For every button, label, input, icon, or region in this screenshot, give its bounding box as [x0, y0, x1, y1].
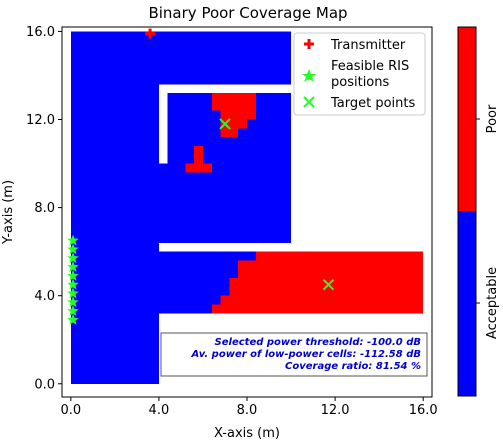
acceptable-region — [70, 31, 159, 314]
poor-cell — [211, 304, 424, 314]
colorbar-frame — [457, 26, 477, 397]
legend-label-ris-line2: positions — [331, 75, 389, 90]
x-axis-ticks: 0.0 4.0 8.0 12.0 16.0 — [60, 397, 438, 418]
annotation-line-coverage: Coverage ratio: 81.54 % — [285, 361, 421, 372]
poor-cell — [238, 260, 424, 270]
x-tick-label: 12.0 — [321, 403, 350, 418]
annotation-line-threshold: Selected power threshold: -100.0 dB — [215, 337, 421, 348]
chart-title: Binary Poor Coverage Map — [148, 4, 347, 22]
x-tick-label: 8.0 — [237, 403, 258, 418]
y-axis-label: Y-axis (m) — [1, 180, 16, 245]
x-tick-label: 0.0 — [60, 403, 81, 418]
x-tick-label: 16.0 — [409, 403, 438, 418]
legend-box — [293, 32, 426, 116]
transmitter-marker — [145, 28, 156, 39]
poor-cell — [185, 163, 212, 173]
colorbar-acceptable-segment — [458, 211, 476, 396]
poor-cell — [229, 128, 239, 138]
y-tick-label: 12.0 — [26, 113, 55, 128]
annotation-frame — [160, 332, 428, 377]
ris-position-marker — [67, 296, 79, 308]
poor-cell — [194, 145, 203, 155]
ris-position-marker — [67, 313, 79, 325]
markers — [67, 28, 335, 325]
ris-position-marker — [67, 252, 79, 264]
x-axis-label: X-axis (m) — [214, 426, 280, 441]
y-axis-ticks: 0.0 4.0 8.0 12.0 16.0 — [26, 25, 62, 392]
y-tick-label: 8.0 — [34, 201, 55, 216]
annotation-box: Selected power threshold: -100.0 dB Av. … — [160, 332, 428, 377]
ris-position-marker — [67, 287, 79, 299]
y-tick-label: 0.0 — [34, 377, 55, 392]
x-tick-label: 4.0 — [149, 403, 170, 418]
colorbar-label-poor: Poor — [485, 104, 500, 133]
legend: Transmitter Feasible RIS positions Targe… — [293, 32, 426, 116]
ris-position-marker — [67, 278, 79, 290]
poor-cell — [194, 154, 203, 164]
y-tick-label: 16.0 — [26, 25, 55, 40]
colorbar-label-acceptable: Acceptable — [485, 267, 500, 339]
poor-cell — [211, 93, 256, 111]
poor-cell — [255, 251, 424, 261]
ris-position-marker — [67, 243, 79, 255]
ris-position-marker — [67, 261, 79, 272]
poor-cell — [220, 128, 230, 138]
legend-label-ris-line1: Feasible RIS — [331, 59, 409, 74]
poor-cell — [220, 119, 247, 129]
target-point-marker — [322, 278, 335, 291]
legend-target-marker — [303, 96, 315, 108]
legend-label-target: Target points — [330, 96, 416, 111]
poor-cell — [220, 295, 424, 305]
colorbar: Poor Acceptable — [457, 26, 500, 397]
ris-position-marker — [67, 305, 79, 316]
ris-position-marker — [67, 269, 79, 281]
poor-cell — [220, 110, 256, 120]
wall-gap — [62, 383, 432, 397]
legend-label-transmitter: Transmitter — [330, 38, 406, 53]
wall-gap — [158, 242, 292, 252]
ris-position-marker — [67, 234, 79, 246]
legend-transmitter-marker — [304, 39, 314, 49]
annotation-line-avg-power: Av. power of low-power cells: -112.58 dB — [191, 349, 422, 360]
poor-cell — [238, 269, 424, 279]
poor-cell — [229, 286, 424, 296]
wall-gap — [158, 84, 292, 94]
target-point-marker — [219, 118, 231, 130]
legend-star-marker — [302, 69, 316, 82]
y-tick-label: 4.0 — [34, 289, 55, 304]
colorbar-poor-segment — [458, 27, 476, 211]
wall-gap — [158, 84, 168, 164]
